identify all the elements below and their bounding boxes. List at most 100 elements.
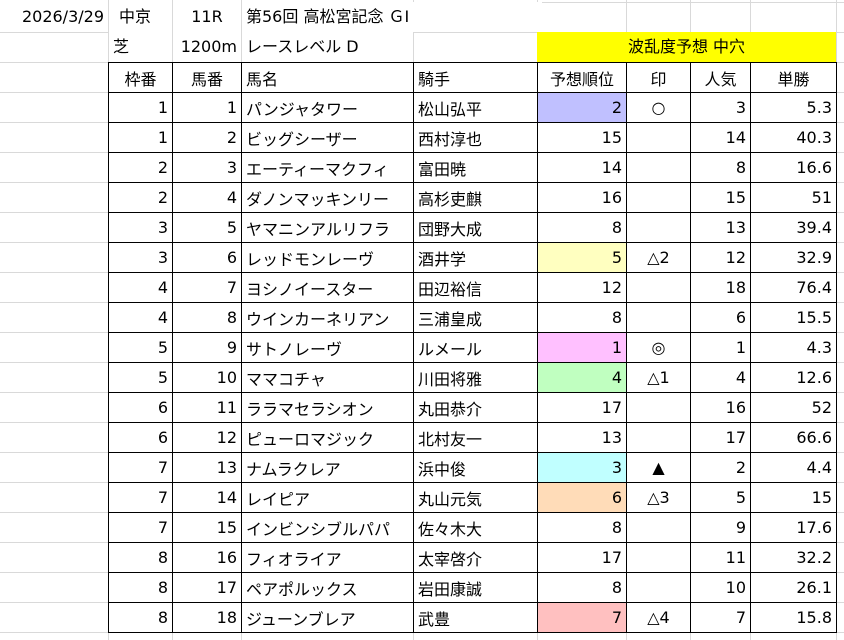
popularity-cell[interactable]: 15 [690,182,751,213]
horse-name-cell[interactable]: ピューロマジック [241,422,414,453]
popularity-cell[interactable]: 16 [690,392,751,423]
uma-cell[interactable]: 12 [172,422,242,453]
odds-cell[interactable]: 32.2 [750,542,837,573]
mark-cell[interactable]: ▲ [626,452,691,483]
jockey-cell[interactable]: 三浦皇成 [413,302,538,333]
mark-cell[interactable]: △2 [626,242,691,273]
jockey-cell[interactable]: 酒井学 [413,242,538,273]
horse-name-cell[interactable]: ウインカーネリアン [241,302,414,333]
waku-cell[interactable]: 4 [108,302,173,333]
jockey-cell[interactable]: 丸田恭介 [413,392,538,423]
waku-cell[interactable]: 6 [108,422,173,453]
uma-cell[interactable]: 3 [172,152,242,183]
odds-cell[interactable]: 66.6 [750,422,837,453]
mark-cell[interactable]: △4 [626,602,691,633]
popularity-cell[interactable]: 17 [690,422,751,453]
jockey-cell[interactable]: 岩田康誠 [413,572,538,603]
odds-cell[interactable]: 4.3 [750,332,837,363]
waku-cell[interactable]: 2 [108,152,173,183]
rank-cell[interactable]: 12 [537,272,627,303]
uma-cell[interactable]: 15 [172,512,242,543]
horse-name-cell[interactable]: フィオライア [241,542,414,573]
jockey-cell[interactable]: 西村淳也 [413,122,538,153]
jockey-cell[interactable]: 浜中俊 [413,452,538,483]
popularity-cell[interactable]: 2 [690,452,751,483]
horse-name-cell[interactable]: パンジャタワー [241,92,414,123]
jockey-cell[interactable]: 田辺裕信 [413,272,538,303]
waku-cell[interactable]: 7 [108,482,173,513]
mark-cell[interactable]: ◎ [626,332,691,363]
mark-cell[interactable] [626,512,691,543]
popularity-cell[interactable]: 11 [690,542,751,573]
uma-cell[interactable]: 5 [172,212,242,243]
jockey-cell[interactable]: 高杉吏麒 [413,182,538,213]
waku-cell[interactable]: 3 [108,212,173,243]
odds-cell[interactable]: 40.3 [750,122,837,153]
horse-name-cell[interactable]: レイピア [241,482,414,513]
uma-cell[interactable]: 18 [172,602,242,633]
mark-cell[interactable] [626,572,691,603]
popularity-cell[interactable]: 18 [690,272,751,303]
popularity-cell[interactable]: 10 [690,572,751,603]
horse-name-cell[interactable]: ヤマニンアルリフラ [241,212,414,243]
odds-cell[interactable]: 12.6 [750,362,837,393]
odds-cell[interactable]: 76.4 [750,272,837,303]
rank-cell[interactable]: 16 [537,182,627,213]
popularity-cell[interactable]: 7 [690,602,751,633]
rank-cell[interactable]: 5 [537,242,627,273]
horse-name-cell[interactable]: ダノンマッキンリー [241,182,414,213]
rank-cell[interactable]: 17 [537,392,627,423]
rank-cell[interactable]: 17 [537,542,627,573]
mark-cell[interactable] [626,272,691,303]
odds-cell[interactable]: 17.6 [750,512,837,543]
popularity-cell[interactable]: 3 [690,92,751,123]
popularity-cell[interactable]: 14 [690,122,751,153]
odds-cell[interactable]: 16.6 [750,152,837,183]
popularity-cell[interactable]: 1 [690,332,751,363]
odds-cell[interactable]: 26.1 [750,572,837,603]
horse-name-cell[interactable]: エーティーマクフィ [241,152,414,183]
waku-cell[interactable]: 1 [108,122,173,153]
odds-cell[interactable]: 15 [750,482,837,513]
mark-cell[interactable]: ○ [626,92,691,123]
mark-cell[interactable]: △3 [626,482,691,513]
mark-cell[interactable] [626,422,691,453]
jockey-cell[interactable]: 佐々木大 [413,512,538,543]
popularity-cell[interactable]: 4 [690,362,751,393]
jockey-cell[interactable]: ルメール [413,332,538,363]
mark-cell[interactable] [626,542,691,573]
horse-name-cell[interactable]: ナムラクレア [241,452,414,483]
jockey-cell[interactable]: 丸山元気 [413,482,538,513]
horse-name-cell[interactable]: レッドモンレーヴ [241,242,414,273]
uma-cell[interactable]: 8 [172,302,242,333]
rank-cell[interactable]: 8 [537,572,627,603]
mark-cell[interactable]: △1 [626,362,691,393]
odds-cell[interactable]: 5.3 [750,92,837,123]
popularity-cell[interactable]: 9 [690,512,751,543]
rank-cell[interactable]: 2 [537,92,627,123]
uma-cell[interactable]: 4 [172,182,242,213]
waku-cell[interactable]: 1 [108,92,173,123]
uma-cell[interactable]: 9 [172,332,242,363]
odds-cell[interactable]: 32.9 [750,242,837,273]
rank-cell[interactable]: 14 [537,152,627,183]
uma-cell[interactable]: 11 [172,392,242,423]
uma-cell[interactable]: 1 [172,92,242,123]
rank-cell[interactable]: 4 [537,362,627,393]
waku-cell[interactable]: 8 [108,602,173,633]
popularity-cell[interactable]: 6 [690,302,751,333]
horse-name-cell[interactable]: ジューンブレア [241,602,414,633]
uma-cell[interactable]: 14 [172,482,242,513]
waku-cell[interactable]: 7 [108,452,173,483]
odds-cell[interactable]: 52 [750,392,837,423]
rank-cell[interactable]: 13 [537,422,627,453]
jockey-cell[interactable]: 松山弘平 [413,92,538,123]
popularity-cell[interactable]: 8 [690,152,751,183]
rank-cell[interactable]: 7 [537,602,627,633]
waku-cell[interactable]: 5 [108,362,173,393]
jockey-cell[interactable]: 富田暁 [413,152,538,183]
mark-cell[interactable] [626,392,691,423]
horse-name-cell[interactable]: ビッグシーザー [241,122,414,153]
rank-cell[interactable]: 8 [537,212,627,243]
waku-cell[interactable]: 7 [108,512,173,543]
